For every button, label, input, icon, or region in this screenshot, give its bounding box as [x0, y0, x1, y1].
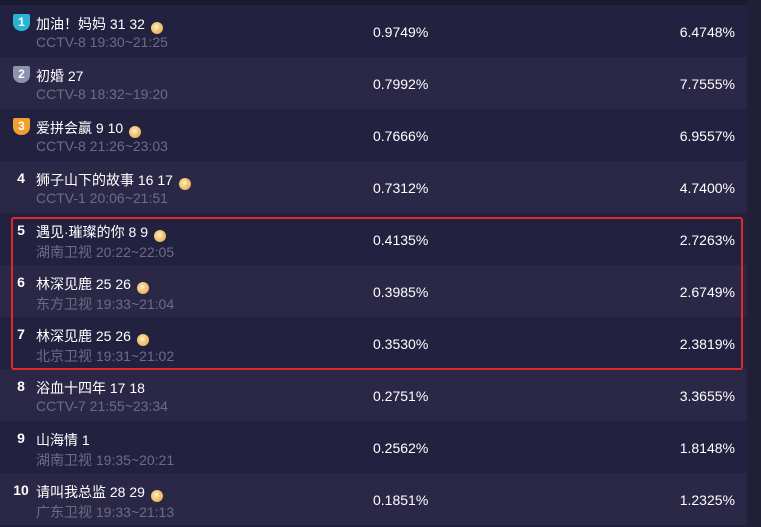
table-row[interactable]: 7 林深见鹿 25 26 ⚡ 北京卫视 19:31~21:02 0.3530% 2.381… — [0, 317, 747, 369]
table-row[interactable]: 2 初婚 27 CCTV-8 18:32~19:20 0.7992% 7.7555% — [0, 57, 747, 109]
channel-time: CCTV-8 18:32~19:20 — [36, 86, 168, 102]
header-band — [0, 0, 747, 5]
rank-number: 8 — [17, 378, 25, 394]
show-title[interactable]: 初婚 27 — [36, 66, 83, 86]
channel-time: 东方卫视 19:33~21:04 — [36, 296, 175, 312]
table-row[interactable]: 5 遇见·璀璨的你 8 9 ⚡ 湖南卫视 20:22~22:05 0.4135% 2.72… — [0, 213, 747, 265]
rank-number: 9 — [17, 430, 25, 446]
rank-number: 5 — [17, 222, 25, 238]
coin-icon: ⚡ — [150, 22, 163, 34]
rating-value: 0.7666% — [373, 128, 429, 144]
coin-icon: ⚡ — [154, 230, 167, 242]
channel-time: CCTV-8 21:26~23:03 — [36, 138, 168, 154]
table-row[interactable]: 1 加油！妈妈 31 32 ⚡ CCTV-8 19:30~21:25 0.9749% 6.… — [0, 5, 747, 57]
rating-value: 0.2562% — [373, 440, 429, 456]
share-value: 7.7555% — [679, 76, 735, 92]
share-value: 6.4748% — [679, 24, 735, 40]
rating-value: 0.3530% — [373, 336, 429, 352]
table-row[interactable]: 10 请叫我总监 28 29 ⚡ 广东卫视 19:33~21:13 0.1851% 1.2… — [0, 473, 747, 525]
channel-time: 湖南卫视 20:22~22:05 — [36, 244, 175, 260]
coin-icon: ⚡ — [150, 490, 163, 502]
table-row[interactable]: 8 浴血十四年 17 18 CCTV-7 21:55~23:34 0.2751% 3.3… — [0, 369, 747, 421]
share-value: 6.9557% — [679, 128, 735, 144]
show-title[interactable]: 遇见·璀璨的你 8 9 ⚡ — [36, 222, 167, 242]
share-value: 1.8148% — [679, 440, 735, 456]
show-title[interactable]: 加油！妈妈 31 32 ⚡ — [36, 14, 163, 34]
rating-value: 0.7312% — [373, 180, 429, 196]
share-value: 4.7400% — [679, 180, 735, 196]
channel-time: CCTV-1 20:06~21:51 — [36, 190, 168, 206]
show-title[interactable]: 浴血十四年 17 18 — [36, 378, 145, 398]
show-title-text: 初婚 27 — [36, 68, 84, 84]
coin-icon: ⚡ — [178, 178, 191, 190]
rating-value: 0.1851% — [373, 492, 429, 508]
show-title[interactable]: 山海情 1 — [36, 430, 90, 450]
channel-time: CCTV-7 21:55~23:34 — [36, 398, 168, 414]
rank-number: 4 — [17, 170, 25, 186]
coin-icon: ⚡ — [136, 282, 149, 294]
rank-medal-icon: 1 — [13, 14, 30, 31]
rating-value: 0.4135% — [373, 232, 429, 248]
share-value: 3.3655% — [679, 388, 735, 404]
table-row[interactable]: 3 爱拼会赢 9 10 ⚡ CCTV-8 21:26~23:03 0.7666% 6.95… — [0, 109, 747, 161]
show-title[interactable]: 林深见鹿 25 26 ⚡ — [36, 326, 149, 346]
rank-medal-icon: 3 — [13, 118, 30, 135]
show-title[interactable]: 请叫我总监 28 29 ⚡ — [36, 482, 163, 502]
rating-value: 0.9749% — [373, 24, 429, 40]
rank-medal-icon: 2 — [13, 66, 30, 83]
show-title-text: 浴血十四年 17 18 — [36, 380, 145, 396]
share-value: 2.7263% — [679, 232, 735, 248]
show-title[interactable]: 爱拼会赢 9 10 ⚡ — [36, 118, 142, 138]
show-title-text: 加油！妈妈 31 32 — [36, 16, 145, 32]
channel-time: 广东卫视 19:33~21:13 — [36, 504, 175, 520]
rank-number: 6 — [17, 274, 25, 290]
show-title-text: 林深见鹿 25 26 — [36, 328, 131, 344]
coin-icon: ⚡ — [136, 334, 149, 346]
show-title[interactable]: 林深见鹿 25 26 ⚡ — [36, 274, 149, 294]
rank-number: 7 — [17, 326, 25, 342]
table-row[interactable]: 4 狮子山下的故事 16 17 ⚡ CCTV-1 20:06~21:51 0.7312%… — [0, 161, 747, 213]
channel-time: 湖南卫视 19:35~20:21 — [36, 452, 175, 468]
rating-value: 0.3985% — [373, 284, 429, 300]
show-title-text: 狮子山下的故事 16 17 — [36, 172, 173, 188]
channel-time: 北京卫视 19:31~21:02 — [36, 348, 175, 364]
show-title-text: 林深见鹿 25 26 — [36, 276, 131, 292]
show-title-text: 请叫我总监 28 29 — [36, 484, 145, 500]
share-value: 2.6749% — [679, 284, 735, 300]
share-value: 2.3819% — [679, 336, 735, 352]
show-title-text: 爱拼会赢 9 10 — [36, 120, 124, 136]
table-row[interactable]: 9 山海情 1 湖南卫视 19:35~20:21 0.2562% 1.8148% — [0, 421, 747, 473]
show-title-text: 遇见·璀璨的你 8 9 — [36, 224, 149, 240]
rank-number: 10 — [13, 482, 29, 498]
show-title[interactable]: 狮子山下的故事 16 17 ⚡ — [36, 170, 191, 190]
coin-icon: ⚡ — [129, 126, 142, 138]
share-value: 1.2325% — [679, 492, 735, 508]
rating-value: 0.2751% — [373, 388, 429, 404]
rating-value: 0.7992% — [373, 76, 429, 92]
channel-time: CCTV-8 19:30~21:25 — [36, 34, 168, 50]
table-row[interactable]: 6 林深见鹿 25 26 ⚡ 东方卫视 19:33~21:04 0.3985% 2.674… — [0, 265, 747, 317]
show-title-text: 山海情 1 — [36, 432, 90, 448]
